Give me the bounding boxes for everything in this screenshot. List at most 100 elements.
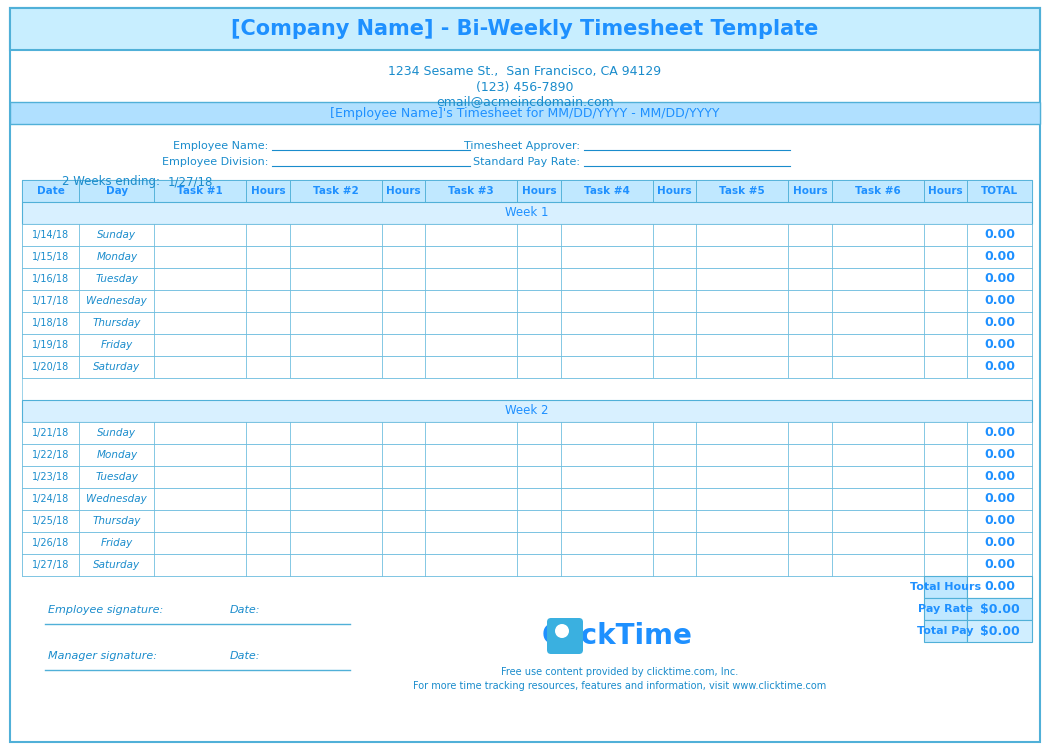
Text: Week 2: Week 2	[505, 404, 549, 418]
Text: TOTAL: TOTAL	[981, 186, 1018, 196]
Bar	[425, 180, 517, 202]
Bar	[789, 488, 832, 510]
Bar	[22, 356, 1032, 378]
Text: Task #1: Task #1	[177, 186, 223, 196]
Bar	[967, 180, 1032, 202]
Bar	[561, 268, 653, 290]
Bar	[22, 444, 80, 466]
Text: 0.00: 0.00	[984, 536, 1015, 550]
Bar	[246, 334, 290, 356]
Bar	[22, 444, 1032, 466]
Bar	[517, 488, 561, 510]
Text: Employee Division:: Employee Division:	[162, 157, 268, 167]
Bar	[381, 466, 425, 488]
Text: 0.00: 0.00	[984, 338, 1015, 352]
Bar	[924, 356, 967, 378]
Text: Monday: Monday	[97, 450, 138, 460]
Bar	[696, 444, 789, 466]
Bar	[561, 312, 653, 334]
Bar	[22, 224, 1032, 246]
Bar	[832, 510, 924, 532]
Bar	[290, 554, 381, 576]
Bar	[696, 268, 789, 290]
Bar	[22, 422, 80, 444]
Bar	[517, 510, 561, 532]
Text: 1/14/18: 1/14/18	[33, 230, 69, 240]
Text: Total Pay: Total Pay	[918, 626, 973, 636]
Bar	[517, 224, 561, 246]
Bar	[789, 246, 832, 268]
Bar	[696, 290, 789, 312]
Text: $0.00: $0.00	[980, 602, 1020, 616]
Bar	[381, 554, 425, 576]
Bar	[154, 246, 246, 268]
Bar	[80, 268, 154, 290]
Bar	[789, 444, 832, 466]
Bar	[246, 268, 290, 290]
Bar	[967, 356, 1032, 378]
Bar	[246, 224, 290, 246]
Bar	[154, 444, 246, 466]
Bar	[290, 224, 381, 246]
Bar	[789, 334, 832, 356]
Bar	[22, 554, 80, 576]
Bar	[154, 466, 246, 488]
Text: Standard Pay Rate:: Standard Pay Rate:	[472, 157, 580, 167]
Text: 1/27/18: 1/27/18	[32, 560, 69, 570]
Bar	[290, 312, 381, 334]
Text: 0.00: 0.00	[984, 316, 1015, 329]
Bar	[696, 334, 789, 356]
Bar	[832, 356, 924, 378]
Bar	[22, 312, 1032, 334]
Bar	[80, 224, 154, 246]
Bar	[381, 224, 425, 246]
Text: Manager signature:: Manager signature:	[48, 651, 158, 661]
Bar	[967, 268, 1032, 290]
Text: Date:: Date:	[230, 605, 260, 615]
Bar	[789, 268, 832, 290]
Bar	[696, 532, 789, 554]
Bar	[967, 312, 1032, 334]
Bar	[22, 466, 1032, 488]
Bar	[154, 510, 246, 532]
Bar	[246, 312, 290, 334]
Text: 1/22/18: 1/22/18	[32, 450, 69, 460]
Bar	[246, 422, 290, 444]
Bar	[22, 312, 80, 334]
Text: For more time tracking resources, features and information, visit www.clicktime.: For more time tracking resources, featur…	[414, 681, 826, 691]
Text: Tuesday: Tuesday	[96, 472, 139, 482]
Text: 0.00: 0.00	[984, 295, 1015, 307]
Bar	[832, 444, 924, 466]
Text: Week 1: Week 1	[505, 206, 549, 220]
Bar	[832, 466, 924, 488]
Bar	[561, 444, 653, 466]
Bar	[10, 102, 1040, 124]
Bar	[696, 510, 789, 532]
Bar	[924, 268, 967, 290]
Bar	[22, 290, 80, 312]
Bar	[653, 290, 696, 312]
Bar	[22, 510, 1032, 532]
Text: Task #6: Task #6	[855, 186, 901, 196]
Text: 1/25/18: 1/25/18	[32, 516, 69, 526]
Bar	[154, 488, 246, 510]
Bar	[653, 312, 696, 334]
Text: 1/23/18: 1/23/18	[33, 472, 69, 482]
Bar	[381, 180, 425, 202]
Bar	[246, 554, 290, 576]
Bar	[425, 444, 517, 466]
Bar	[789, 510, 832, 532]
Bar	[154, 290, 246, 312]
Bar	[653, 488, 696, 510]
Bar	[425, 334, 517, 356]
Bar	[22, 532, 1032, 554]
Text: Friday: Friday	[101, 538, 133, 548]
Bar	[967, 532, 1032, 554]
Bar	[924, 334, 967, 356]
Bar	[22, 378, 1032, 400]
Bar	[561, 466, 653, 488]
Bar	[290, 180, 381, 202]
Text: Monday: Monday	[97, 252, 138, 262]
Text: Date:: Date:	[230, 651, 260, 661]
Text: Employee Name:: Employee Name:	[173, 141, 268, 151]
